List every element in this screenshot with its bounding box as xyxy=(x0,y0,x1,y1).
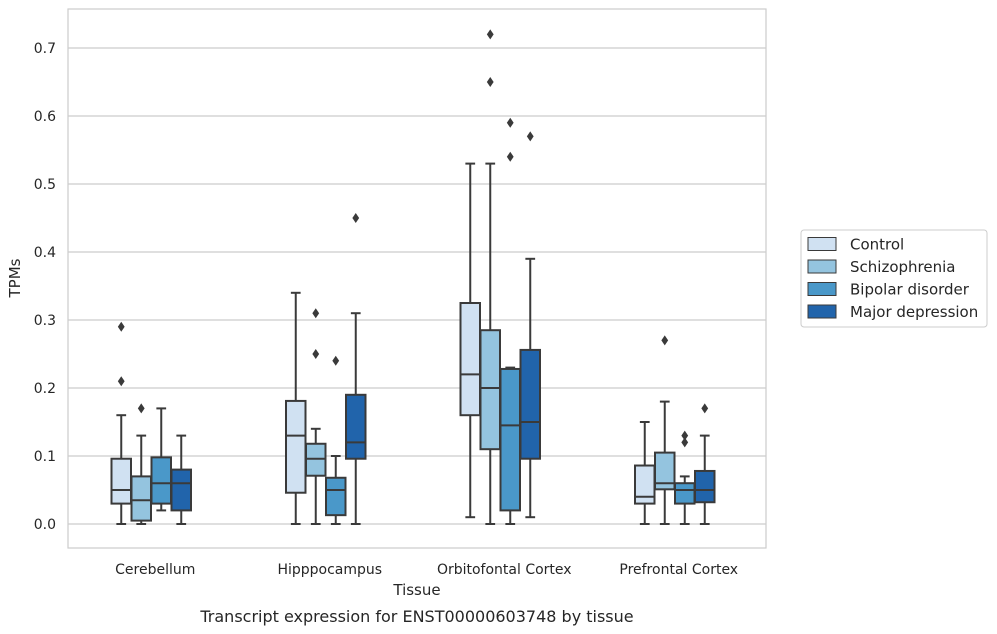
legend-swatch xyxy=(807,237,837,251)
legend: Control Schizophrenia Bipolar disorder Majo… xyxy=(800,229,988,328)
y-tick-label: 0.2 xyxy=(34,381,56,397)
outlier-point xyxy=(352,213,360,223)
legend-label: Schizophrenia xyxy=(850,258,955,276)
outlier-point xyxy=(526,131,534,142)
box-bipolar-disorder xyxy=(499,117,521,525)
legend-label: Major depression xyxy=(850,303,978,321)
legend-frame xyxy=(800,229,988,328)
outlier-point xyxy=(486,29,494,40)
x-tick-label: Prefrontal Cortex xyxy=(619,562,738,578)
box-major-depression xyxy=(519,131,541,519)
box-schizophrenia xyxy=(479,29,501,525)
box-iqr xyxy=(170,468,192,512)
box-iqr xyxy=(654,451,676,491)
box-control xyxy=(285,291,307,525)
box-major-depression xyxy=(345,213,367,525)
y-tick-label: 0.1 xyxy=(34,449,56,465)
outlier-point xyxy=(486,77,494,87)
legend-label: Control xyxy=(850,236,904,254)
outlier-point xyxy=(681,430,689,441)
outlier-point xyxy=(506,117,514,128)
outlier-point xyxy=(312,349,320,359)
x-tick-label: Hipppocampus xyxy=(277,562,382,578)
legend-swatch xyxy=(807,259,837,274)
box-plots xyxy=(110,29,716,525)
outlier-point xyxy=(661,335,669,346)
y-tick-label: 0.0 xyxy=(34,517,56,533)
box-iqr xyxy=(130,475,152,522)
box-iqr xyxy=(634,464,656,505)
box-schizophrenia xyxy=(305,308,327,525)
box-iqr xyxy=(345,393,367,460)
y-tick-labels: 0.0 0.1 0.2 0.3 0.4 0.5 0.6 0.7 xyxy=(34,41,56,533)
box-bipolar-disorder xyxy=(674,430,696,525)
y-tick-label: 0.3 xyxy=(34,313,56,329)
box-iqr xyxy=(519,348,541,460)
box-schizophrenia xyxy=(654,335,676,525)
x-tick-labels: Cerebellum Hipppocampus Orbitofontal Corte… xyxy=(115,562,738,578)
outlier-point xyxy=(137,403,145,414)
y-tick-label: 0.6 xyxy=(34,109,56,125)
box-iqr xyxy=(479,329,501,451)
box-bipolar-disorder xyxy=(150,407,172,512)
box-control xyxy=(110,321,132,525)
outlier-point xyxy=(117,321,125,332)
box-iqr xyxy=(305,442,327,477)
box-major-depression xyxy=(694,403,716,525)
outlier-point xyxy=(701,403,709,414)
legend-label: Bipolar disorder xyxy=(850,281,970,299)
box-major-depression xyxy=(170,434,192,525)
y-axis-title: TPMs xyxy=(6,258,24,298)
box-iqr xyxy=(694,469,716,504)
outlier-point xyxy=(506,151,514,162)
grid-lines xyxy=(68,47,766,525)
box-bipolar-disorder xyxy=(325,355,347,525)
outlier-point xyxy=(312,308,320,319)
box-control xyxy=(634,421,656,525)
box-iqr xyxy=(459,302,481,417)
legend-swatch xyxy=(807,282,837,296)
legend-swatch xyxy=(807,304,837,319)
box-iqr xyxy=(674,482,696,505)
y-tick-label: 0.7 xyxy=(34,41,56,57)
y-tick-label: 0.4 xyxy=(34,245,56,261)
x-tick-label: Orbitofontal Cortex xyxy=(437,562,572,578)
x-tick-label: Cerebellum xyxy=(115,562,195,578)
y-tick-label: 0.5 xyxy=(34,177,56,193)
box-iqr xyxy=(150,456,172,505)
plot-frame xyxy=(67,8,767,549)
outlier-point xyxy=(681,437,689,448)
box-iqr xyxy=(325,476,347,517)
box-control xyxy=(459,162,481,519)
box-schizophrenia xyxy=(130,403,152,525)
outlier-point xyxy=(332,355,340,366)
box-iqr xyxy=(110,457,132,505)
box-iqr xyxy=(499,367,521,512)
outlier-point xyxy=(117,376,125,387)
chart-caption: Transcript expression for ENST0000060374… xyxy=(199,607,633,626)
x-axis-title: Tissue xyxy=(392,581,440,599)
box-iqr xyxy=(285,399,307,494)
